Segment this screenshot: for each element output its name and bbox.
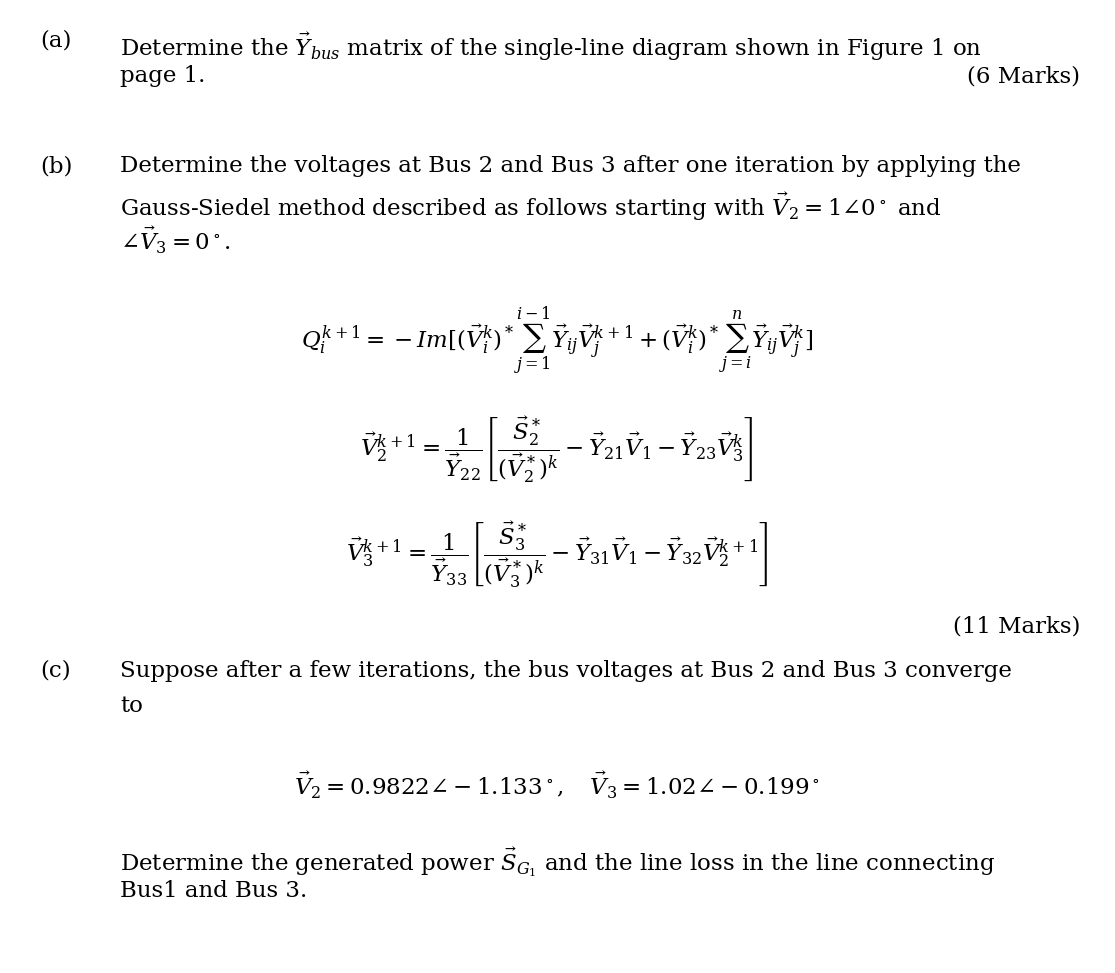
Text: (b): (b): [40, 155, 72, 177]
Text: Bus1 and Bus 3.: Bus1 and Bus 3.: [120, 880, 308, 902]
Text: (6 Marks): (6 Marks): [967, 65, 1080, 87]
Text: (c): (c): [40, 660, 70, 682]
Text: Gauss-Siedel method described as follows starting with $\vec{V}_2 = 1\angle0^\ci: Gauss-Siedel method described as follows…: [120, 190, 942, 223]
Text: $Q_i^{k+1} = -Im[(\vec{V}_i^k)^* \sum_{j=1}^{i-1} \vec{Y}_{ij} \vec{V}_j^{k+1} +: $Q_i^{k+1} = -Im[(\vec{V}_i^k)^* \sum_{j…: [301, 305, 813, 378]
Text: $\vec{V}_2^{k+1} = \dfrac{1}{\vec{Y}_{22}} \left[ \dfrac{\vec{S}_2^*}{(\vec{V}_2: $\vec{V}_2^{k+1} = \dfrac{1}{\vec{Y}_{22…: [360, 415, 754, 486]
Text: (11 Marks): (11 Marks): [952, 615, 1080, 637]
Text: Determine the voltages at Bus 2 and Bus 3 after one iteration by applying the: Determine the voltages at Bus 2 and Bus …: [120, 155, 1021, 177]
Text: to: to: [120, 695, 143, 717]
Text: $\angle\vec{V}_3 = 0^\circ$.: $\angle\vec{V}_3 = 0^\circ$.: [120, 225, 231, 256]
Text: Determine the generated power $\vec{S}_{G_1}$ and the line loss in the line conn: Determine the generated power $\vec{S}_{…: [120, 845, 996, 879]
Text: $\vec{V}_3^{k+1} = \dfrac{1}{\vec{Y}_{33}} \left[ \dfrac{\vec{S}_3^*}{(\vec{V}_3: $\vec{V}_3^{k+1} = \dfrac{1}{\vec{Y}_{33…: [346, 520, 768, 591]
Text: page 1.: page 1.: [120, 65, 205, 87]
Text: (a): (a): [40, 30, 71, 52]
Text: Determine the $\vec{Y}_{bus}$ matrix of the single-line diagram shown in Figure : Determine the $\vec{Y}_{bus}$ matrix of …: [120, 30, 982, 62]
Text: Suppose after a few iterations, the bus voltages at Bus 2 and Bus 3 converge: Suppose after a few iterations, the bus …: [120, 660, 1012, 682]
Text: $\vec{V}_2 = 0.9822\angle - 1.133^\circ, \quad \vec{V}_3 = 1.02\angle - 0.199^\c: $\vec{V}_2 = 0.9822\angle - 1.133^\circ,…: [294, 770, 820, 801]
